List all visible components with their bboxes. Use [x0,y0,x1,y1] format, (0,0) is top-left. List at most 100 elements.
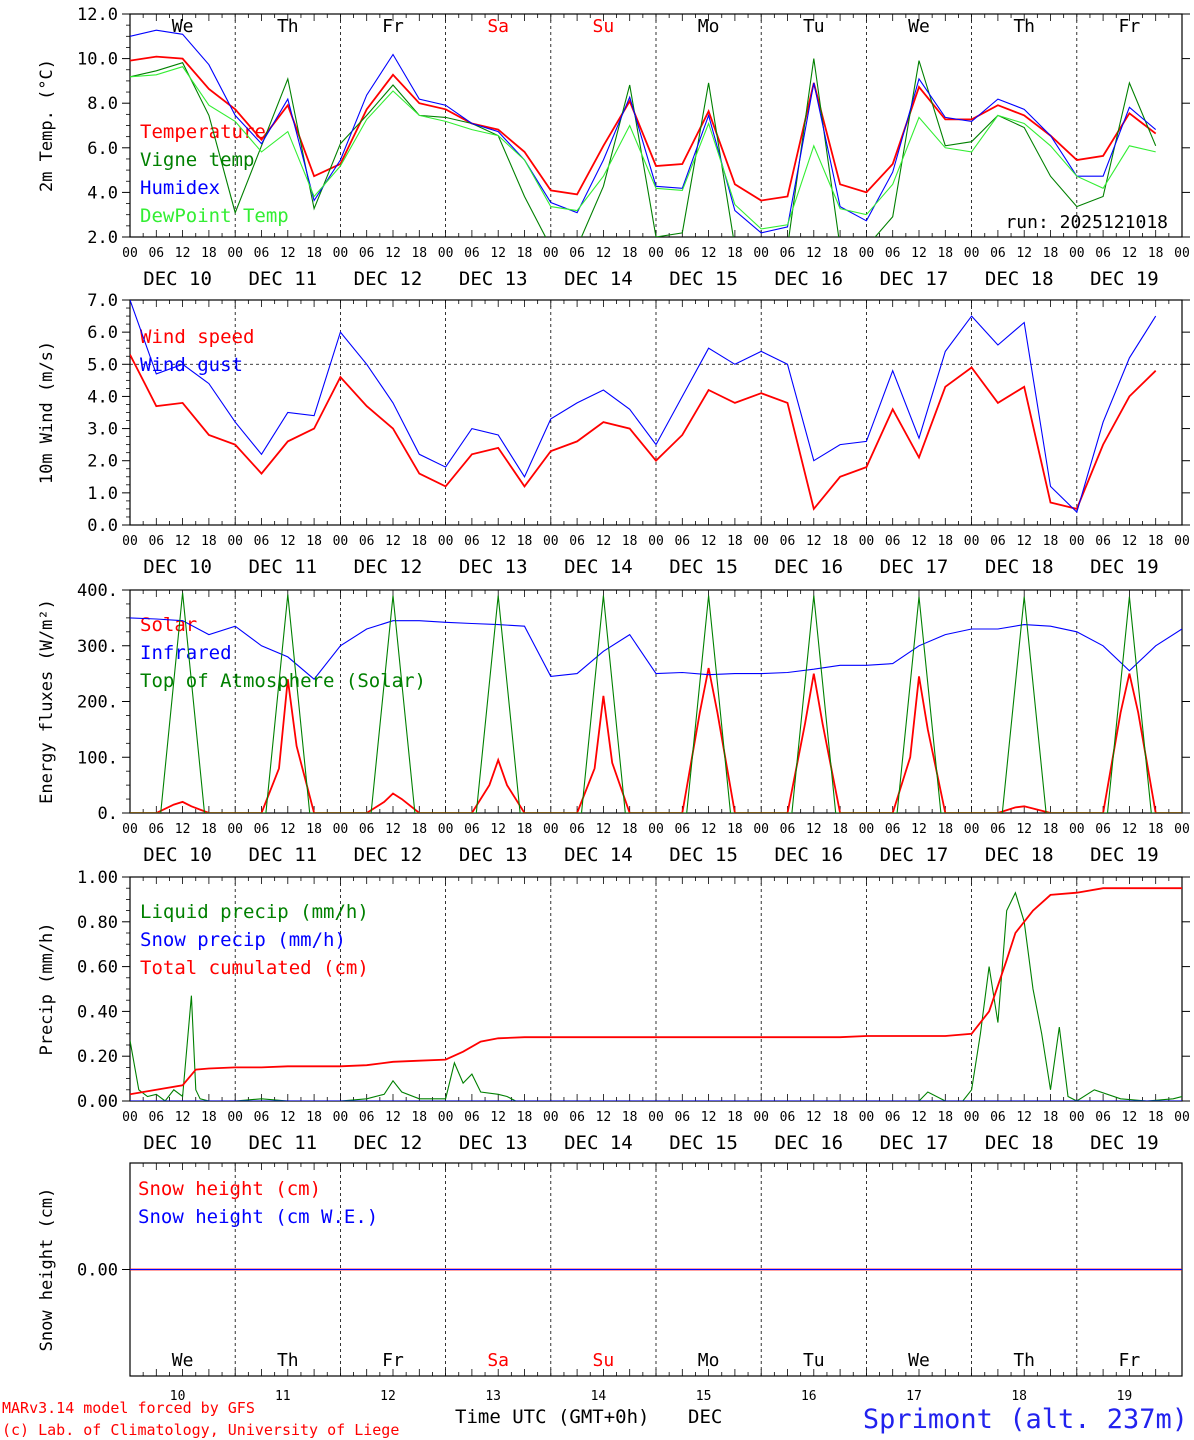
date-label: DEC 17 [880,556,949,578]
series-line-vigne-temp [130,58,1157,237]
hour-tick-label: 12 [175,534,191,549]
panel-4: 0.00 0.20 0.40 0.60 0.80 1.00 Precip (mm/h) Liq… [37,868,1190,1154]
legend-entry: Total cumulated (cm) [140,957,369,979]
date-label: DEC 16 [774,556,843,578]
hour-tick-label: 00 [753,1110,769,1125]
hour-tick-label: 00 [859,822,875,837]
date-label: DEC 16 [774,844,843,866]
hour-tick-label: 00 [227,246,243,261]
hour-tick-label: 12 [911,1110,927,1125]
hour-tick-label: 18 [832,1110,848,1125]
panel-1: 2.0 4.0 6.0 8.0 10.0 12.0 2m Temp. (°C) Tempera… [37,5,1190,290]
day-label: Th [1013,16,1035,37]
hour-tick-label: 06 [254,1110,270,1125]
day-label: Sa [487,16,509,37]
date-number-label: 10 [170,1389,186,1404]
date-label: DEC 19 [1090,1132,1159,1154]
hour-tick-label: 06 [148,534,164,549]
y-tick-label: 10.0 [77,50,118,70]
y-axis-label: Precip (mm/h) [37,922,57,1055]
legend-entry: Liquid precip (mm/h) [140,901,369,923]
hour-tick-label: 00 [1174,246,1190,261]
y-tick-label: 0.0 [87,516,118,536]
hour-tick-label: 06 [359,822,375,837]
hour-tick-label: 00 [227,1110,243,1125]
y-tick-label: 6.0 [87,139,118,159]
legend-entry: Wind gust [140,354,243,376]
footer-location: Sprimont (alt. 237m) [863,1404,1188,1435]
hour-tick-label: 18 [937,822,953,837]
date-label: DEC 17 [880,844,949,866]
hour-tick-label: 18 [937,246,953,261]
date-label: DEC 19 [1090,844,1159,866]
hour-tick-label: 12 [490,822,506,837]
hour-tick-label: 00 [964,822,980,837]
hour-tick-label: 06 [780,246,796,261]
legend-entry: DewPoint Temp [140,205,289,227]
hour-tick-label: 18 [1043,246,1059,261]
panel-frame [129,13,1183,238]
hour-tick-label: 18 [1043,534,1059,549]
hour-tick-label: 00 [1069,534,1085,549]
hour-tick-label: 18 [832,822,848,837]
hour-tick-label: 00 [964,1110,980,1125]
date-label: DEC 10 [143,1132,212,1154]
hour-tick-label: 00 [1174,822,1190,837]
hour-tick-label: 06 [148,822,164,837]
y-tick-label: 7.0 [87,291,118,311]
hour-tick-label: 12 [806,1110,822,1125]
y-axis-label: 2m Temp. (°C) [37,59,57,192]
hour-tick-label: 18 [201,822,217,837]
hour-tick-label: 00 [1174,1110,1190,1125]
date-number-label: 16 [801,1389,817,1404]
day-label: Su [593,1350,615,1371]
y-tick-label: 0. [98,804,118,824]
y-tick-label: 100. [77,748,118,768]
hour-tick-label: 06 [674,246,690,261]
hour-tick-label: 06 [464,534,480,549]
hour-tick-label: 00 [964,246,980,261]
hour-tick-label: 12 [1016,1110,1032,1125]
hour-tick-label: 06 [569,822,585,837]
hour-tick-label: 12 [806,822,822,837]
hour-tick-label: 00 [964,534,980,549]
hour-tick-label: 00 [438,534,454,549]
date-label: DEC 13 [459,268,528,290]
date-label: DEC 11 [248,1132,317,1154]
hour-tick-label: 06 [780,822,796,837]
hour-tick-label: 18 [306,246,322,261]
hour-tick-label: 00 [1069,822,1085,837]
day-label: Th [277,16,299,37]
y-tick-label: 5.0 [87,355,118,375]
day-label: Fr [1119,1350,1141,1371]
date-number-label: 18 [1011,1389,1027,1404]
hour-tick-label: 12 [911,534,927,549]
day-label: We [172,16,194,37]
day-label: Mo [698,16,720,37]
series-line-dewpoint-temp [130,66,1156,230]
hour-tick-label: 00 [438,822,454,837]
legend-entry: Top of Atmosphere (Solar) [140,670,426,692]
hour-tick-label: 18 [1148,534,1164,549]
hour-tick-label: 12 [701,1110,717,1125]
hour-tick-label: 18 [201,1110,217,1125]
hour-tick-label: 12 [490,534,506,549]
y-tick-label: 4.0 [87,183,118,203]
day-label: We [908,16,930,37]
run-label: run: 2025121018 [1005,212,1168,233]
date-label: DEC 14 [564,1132,633,1154]
hour-tick-label: 12 [490,246,506,261]
series-line-total-cumulated-cm- [130,887,1182,1096]
hour-tick-label: 06 [464,1110,480,1125]
date-label: DEC 15 [669,268,738,290]
y-tick-label: 200. [77,693,118,713]
hour-tick-label: 12 [596,822,612,837]
hour-tick-label: 18 [622,1110,638,1125]
hour-tick-label: 06 [885,822,901,837]
panel-2: 0.0 1.0 2.0 3.0 4.0 5.0 6.0 7.0 10m Wind (m/s) Wi… [37,291,1190,578]
hour-tick-label: 00 [753,534,769,549]
date-label: DEC 10 [143,268,212,290]
hour-tick-label: 06 [674,534,690,549]
hour-tick-label: 12 [911,246,927,261]
hour-tick-label: 18 [1043,822,1059,837]
